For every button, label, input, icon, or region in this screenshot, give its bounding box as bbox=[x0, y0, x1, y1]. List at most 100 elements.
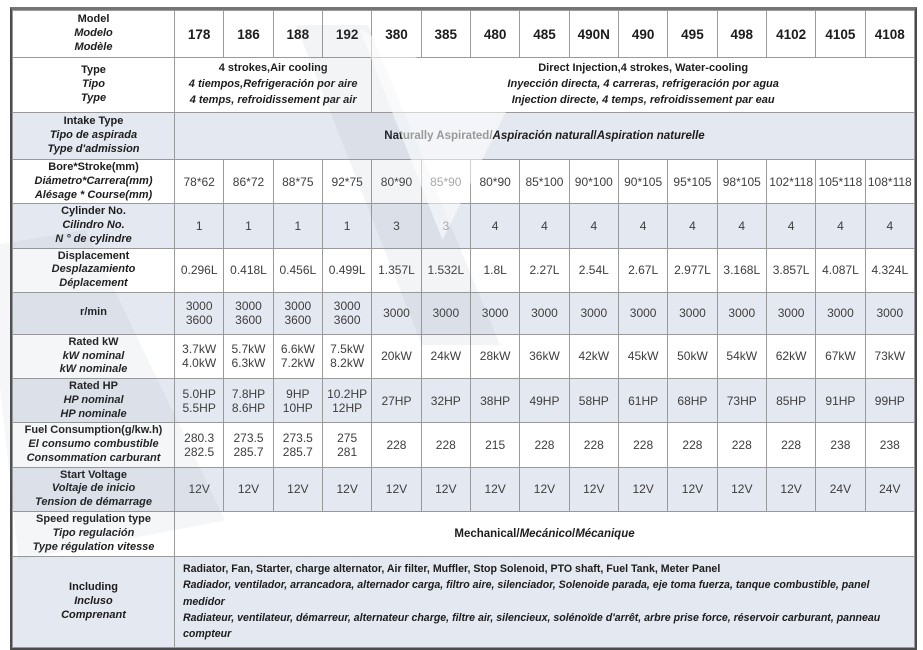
spec-cell: 0.499L bbox=[321, 247, 373, 293]
spec-cell: 7.8HP 8.6HP bbox=[223, 377, 274, 424]
spec-cell: 275 281 bbox=[321, 422, 373, 468]
spec-table-container: Model Modelo Modèle 178 186 188 192 380 38… bbox=[10, 7, 917, 650]
spec-cell: 4 bbox=[469, 203, 521, 249]
spec-cell: 228 bbox=[420, 422, 471, 468]
spec-cell: 85HP bbox=[765, 377, 817, 424]
spec-cell: 3000 bbox=[420, 291, 471, 335]
spec-cell: 238 bbox=[864, 422, 916, 468]
model-header-cell: 385 bbox=[420, 10, 471, 58]
table-row-including: Including Incluso Comprenant Radiator, Fan… bbox=[12, 555, 915, 648]
spec-cell: 3000 bbox=[617, 291, 669, 335]
spec-cell: 80*90 bbox=[371, 158, 422, 205]
spec-cell: 4 bbox=[815, 203, 866, 249]
spec-cell: 12V bbox=[272, 466, 323, 512]
table-row-bore-stroke: Bore*Stroke(mm) Diámetro*Carrera(mm) Alésa… bbox=[12, 158, 916, 205]
model-header-cell: 495 bbox=[667, 10, 718, 58]
row-label-bore-stroke: Bore*Stroke(mm) Diámetro*Carrera(mm) Alésa… bbox=[12, 158, 175, 205]
spec-cell: 12V bbox=[321, 466, 373, 512]
table-row-rated-hp: Rated HP HP nominal HP nominale 5.0HP 5.5H… bbox=[12, 377, 916, 424]
spec-cell: 12V bbox=[469, 466, 521, 512]
row-label-displacement: Displacement Desplazamiento Déplacement bbox=[12, 247, 175, 293]
row-label-voltage: Start Voltage Voltaje de inicio Tension de… bbox=[12, 466, 175, 512]
spec-cell: 3000 bbox=[667, 291, 718, 335]
spec-cell: 2.54L bbox=[568, 247, 619, 293]
spec-cell: 12V bbox=[667, 466, 718, 512]
speed-regulation-value-cell: Mechanical/Mecánico/Mécanique bbox=[174, 510, 915, 557]
spec-cell: 1 bbox=[321, 203, 373, 249]
spec-cell: 42kW bbox=[568, 333, 619, 380]
spec-cell: 49HP bbox=[519, 377, 570, 424]
page: { "models": ["178","186","188","192","38… bbox=[0, 7, 917, 650]
spec-cell: 80*90 bbox=[469, 158, 521, 205]
row-label-rated-kw: Rated kW kW nominal kW nominale bbox=[12, 333, 175, 380]
table-row-voltage: Start Voltage Voltaje de inicio Tension de… bbox=[12, 466, 916, 512]
spec-cell: 27HP bbox=[371, 377, 422, 424]
spec-cell: 215 bbox=[469, 422, 521, 468]
row-label-cylinder: Cylinder No. Cilindro No. N ° de cylindre bbox=[12, 203, 175, 249]
model-header-cell: 490N bbox=[568, 10, 619, 58]
spec-cell: 3000 3600 bbox=[223, 291, 274, 335]
spec-cell: 4 bbox=[716, 203, 767, 249]
row-label-speed-regulation: Speed regulation type Tipo regulación Type… bbox=[12, 510, 175, 557]
row-label-model: Model Modelo Modèle bbox=[12, 10, 175, 58]
model-header-cell: 4108 bbox=[864, 10, 916, 58]
row-label-type: Type Tipo Type bbox=[12, 57, 175, 113]
table-row-fuel: Fuel Consumption(g/kw.h) El consumo combu… bbox=[12, 422, 916, 468]
spec-cell: 280.3 282.5 bbox=[173, 422, 225, 468]
table-row-rpm: r/min 3000 3600 3000 3600 3000 3600 3000… bbox=[12, 291, 916, 335]
spec-cell: 228 bbox=[667, 422, 718, 468]
spec-cell: 1 bbox=[223, 203, 274, 249]
spec-cell: 99HP bbox=[864, 377, 916, 424]
spec-cell: 228 bbox=[617, 422, 669, 468]
spec-cell: 78*62 bbox=[173, 158, 225, 205]
spec-cell: 3000 bbox=[765, 291, 817, 335]
model-header-cell: 192 bbox=[321, 10, 373, 58]
spec-cell: 3000 3600 bbox=[173, 291, 225, 335]
spec-cell: 4.087L bbox=[815, 247, 866, 293]
spec-cell: 24V bbox=[864, 466, 916, 512]
spec-cell: 228 bbox=[765, 422, 817, 468]
spec-cell: 67kW bbox=[815, 333, 866, 380]
spec-cell: 38HP bbox=[469, 377, 521, 424]
table-row-speed-regulation: Speed regulation type Tipo regulación Type… bbox=[12, 510, 915, 557]
spec-cell: 1.8L bbox=[469, 247, 521, 293]
spec-cell: 58HP bbox=[568, 377, 619, 424]
spec-cell: 12V bbox=[617, 466, 669, 512]
spec-cell: 3000 bbox=[371, 291, 422, 335]
spec-cell: 12V bbox=[568, 466, 619, 512]
row-label-fuel: Fuel Consumption(g/kw.h) El consumo combu… bbox=[12, 422, 175, 468]
spec-cell: 12V bbox=[765, 466, 817, 512]
spec-cell: 3000 bbox=[519, 291, 570, 335]
spec-cell: 6.6kW 7.2kW bbox=[272, 333, 323, 380]
spec-cell: 2.977L bbox=[667, 247, 718, 293]
table-row-intake: Intake Type Tipo de aspirada Type d'admiss… bbox=[12, 112, 915, 160]
spec-cell: 20kW bbox=[371, 333, 422, 380]
table-row-type: Type Tipo Type 4 strokes,Air cooling 4 tiem… bbox=[12, 57, 915, 113]
spec-cell: 4 bbox=[617, 203, 669, 249]
model-header-cell: 186 bbox=[223, 10, 274, 58]
spec-cell: 3.168L bbox=[716, 247, 767, 293]
spec-cell: 3000 3600 bbox=[272, 291, 323, 335]
spec-cell: 3.857L bbox=[765, 247, 817, 293]
spec-cell: 4 bbox=[864, 203, 916, 249]
model-header-cell: 178 bbox=[173, 10, 225, 58]
model-header-cell: 480 bbox=[469, 10, 521, 58]
spec-cell: 12V bbox=[716, 466, 767, 512]
spec-cell: 3 bbox=[420, 203, 471, 249]
spec-cell: 85*90 bbox=[420, 158, 471, 205]
spec-cell: 54kW bbox=[716, 333, 767, 380]
spec-cell: 95*105 bbox=[667, 158, 718, 205]
spec-cell: 5.0HP 5.5HP bbox=[173, 377, 225, 424]
spec-cell: 3000 bbox=[864, 291, 916, 335]
spec-cell: 0.418L bbox=[223, 247, 274, 293]
spec-cell: 3000 bbox=[815, 291, 866, 335]
spec-cell: 3000 bbox=[568, 291, 619, 335]
row-label-including: Including Incluso Comprenant bbox=[12, 555, 175, 648]
row-label-intake: Intake Type Tipo de aspirada Type d'admiss… bbox=[12, 112, 175, 160]
spec-cell: 86*72 bbox=[223, 158, 274, 205]
model-header-cell: 4105 bbox=[815, 10, 866, 58]
spec-cell: 238 bbox=[815, 422, 866, 468]
model-header-cell: 490 bbox=[617, 10, 669, 58]
spec-cell: 98*105 bbox=[716, 158, 767, 205]
spec-cell: 4.324L bbox=[864, 247, 916, 293]
